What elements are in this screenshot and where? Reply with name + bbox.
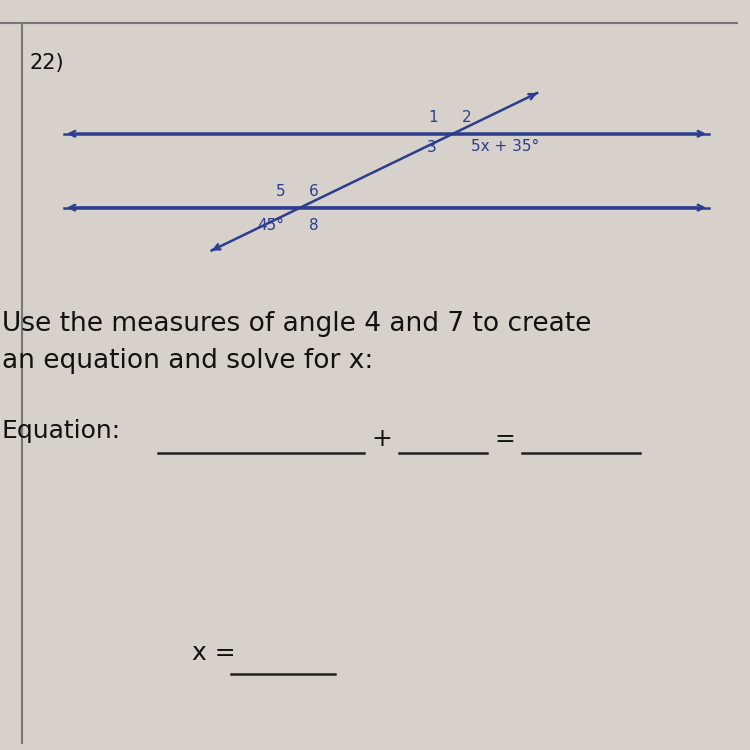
Text: =: =	[495, 427, 515, 451]
Text: 1: 1	[428, 110, 438, 125]
Text: 2: 2	[462, 110, 472, 125]
Text: an equation and solve for x:: an equation and solve for x:	[2, 349, 374, 374]
Text: Equation:: Equation:	[2, 419, 121, 443]
Text: 5x + 35°: 5x + 35°	[471, 139, 539, 154]
Text: 6: 6	[309, 184, 319, 200]
Text: 45°: 45°	[257, 217, 284, 232]
FancyBboxPatch shape	[0, 6, 739, 744]
Text: 8: 8	[309, 217, 319, 232]
Text: 5: 5	[276, 184, 286, 200]
Text: x =: x =	[192, 640, 236, 664]
Text: +: +	[371, 427, 392, 451]
Text: 22): 22)	[29, 53, 64, 73]
Text: Use the measures of angle 4 and 7 to create: Use the measures of angle 4 and 7 to cre…	[2, 311, 591, 337]
Text: 3: 3	[427, 140, 436, 155]
